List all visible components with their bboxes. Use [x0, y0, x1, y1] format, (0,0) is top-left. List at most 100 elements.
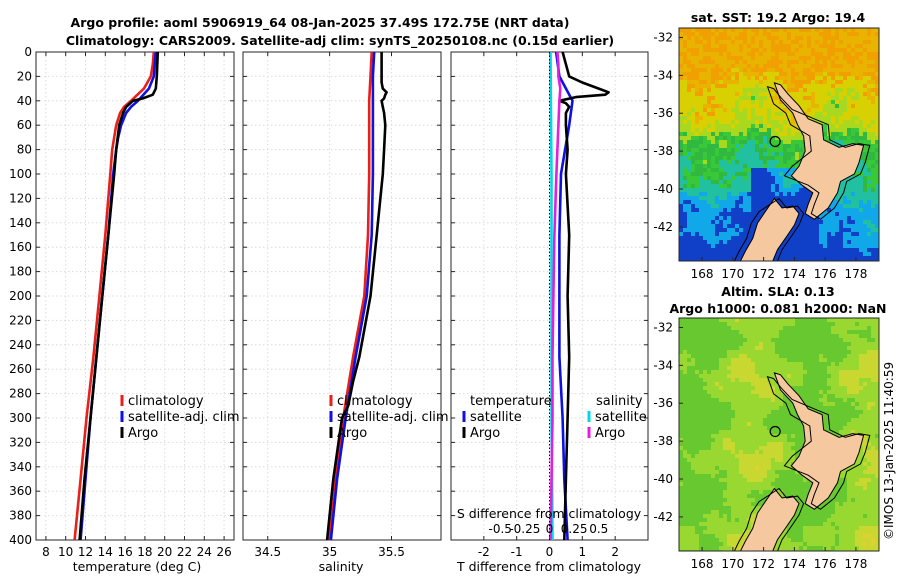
map-pixel — [743, 224, 747, 228]
map-pixel — [839, 144, 843, 148]
map-pixel — [843, 216, 847, 220]
map-pixel — [719, 152, 723, 156]
map-pixel — [867, 200, 871, 204]
map-pixel — [779, 64, 783, 68]
map-pixel — [843, 188, 847, 192]
map-pixel — [779, 434, 783, 438]
sla-map: 168 170 172 174 176 178-32-34-36-38-40-42 — [653, 317, 880, 571]
map-pixel — [803, 220, 807, 224]
map-pixel — [867, 378, 871, 382]
map-pixel — [727, 414, 731, 418]
map-pixel — [759, 152, 763, 156]
map-pixel — [831, 406, 835, 410]
map-pixel — [779, 140, 783, 144]
map-pixel — [683, 362, 687, 366]
map-pixel — [763, 418, 767, 422]
map-pixel — [703, 354, 707, 358]
map-pixel — [791, 176, 795, 180]
map-pixel — [823, 72, 827, 76]
map-pixel — [855, 326, 859, 330]
map-pixel — [687, 342, 691, 346]
map-pixel — [755, 196, 759, 200]
map-pixel — [715, 200, 719, 204]
map-pixel — [747, 374, 751, 378]
map-pixel — [683, 216, 687, 220]
map-pixel — [787, 136, 791, 140]
map-pixel — [855, 406, 859, 410]
map-pixel — [743, 244, 747, 248]
map-pixel — [863, 326, 867, 330]
map-pixel — [763, 330, 767, 334]
map-pixel — [695, 240, 699, 244]
map-pixel — [747, 378, 751, 382]
map-pixel — [771, 36, 775, 40]
y-tick-label: 60 — [17, 118, 32, 132]
y-tick-label: -34 — [653, 68, 673, 82]
map-pixel — [699, 366, 703, 370]
map-pixel — [759, 204, 763, 208]
map-pixel — [715, 390, 719, 394]
map-pixel — [803, 36, 807, 40]
map-pixel — [731, 330, 735, 334]
map-pixel — [755, 56, 759, 60]
map-pixel — [691, 176, 695, 180]
map-pixel — [771, 168, 775, 172]
map-pixel — [843, 212, 847, 216]
map-pixel — [819, 390, 823, 394]
map-pixel — [723, 168, 727, 172]
map-pixel — [739, 442, 743, 446]
map-pixel — [679, 72, 683, 76]
map-pixel — [703, 236, 707, 240]
map-pixel — [739, 430, 743, 434]
map-pixel — [775, 418, 779, 422]
map-pixel — [683, 156, 687, 160]
map-pixel — [799, 374, 803, 378]
map-pixel — [795, 236, 799, 240]
map-pixel — [759, 164, 763, 168]
map-pixel — [751, 386, 755, 390]
map-pixel — [847, 232, 851, 236]
map-pixel — [811, 232, 815, 236]
map-pixel — [763, 28, 767, 32]
map-pixel — [843, 76, 847, 80]
map-pixel — [751, 228, 755, 232]
map-pixel — [691, 40, 695, 44]
map-pixel — [847, 92, 851, 96]
map-pixel — [787, 232, 791, 236]
map-pixel — [811, 44, 815, 48]
map-pixel — [807, 196, 811, 200]
map-pixel — [787, 370, 791, 374]
map-pixel — [819, 252, 823, 256]
map-pixel — [799, 240, 803, 244]
map-pixel — [679, 52, 683, 56]
map-pixel — [783, 148, 787, 152]
map-pixel — [715, 438, 719, 442]
map-pixel — [739, 116, 743, 120]
map-pixel — [751, 216, 755, 220]
map-pixel — [743, 200, 747, 204]
map-pixel — [855, 124, 859, 128]
map-pixel — [715, 176, 719, 180]
map-pixel — [855, 96, 859, 100]
map-pixel — [739, 176, 743, 180]
map-pixel — [751, 418, 755, 422]
map-pixel — [855, 88, 859, 92]
map-pixel — [691, 406, 695, 410]
map-pixel — [787, 200, 791, 204]
map-pixel — [751, 36, 755, 40]
map-pixel — [743, 414, 747, 418]
map-pixel — [683, 366, 687, 370]
map-pixel — [735, 422, 739, 426]
map-pixel — [691, 386, 695, 390]
map-pixel — [795, 48, 799, 52]
map-pixel — [703, 342, 707, 346]
map-pixel — [699, 144, 703, 148]
map-pixel — [867, 176, 871, 180]
map-pixel — [803, 354, 807, 358]
map-pixel — [783, 188, 787, 192]
map-pixel — [759, 80, 763, 84]
map-pixel — [851, 358, 855, 362]
map-pixel — [743, 422, 747, 426]
map-pixel — [807, 100, 811, 104]
map-pixel — [827, 346, 831, 350]
